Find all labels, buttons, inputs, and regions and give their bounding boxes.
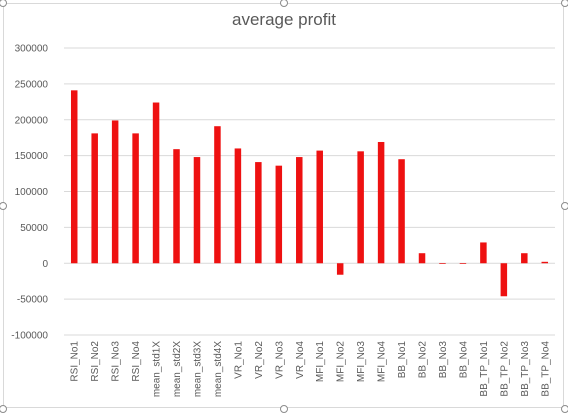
bar-mean_std3X[interactable]	[193, 157, 201, 264]
x-tick-label: RSI_No1	[70, 341, 81, 382]
x-tick-label: MFI_No2	[336, 341, 347, 383]
bar-BB_No2[interactable]	[418, 253, 426, 264]
chart-title: average profit	[232, 10, 336, 29]
resize-handle-middle-left[interactable]	[0, 202, 7, 210]
bar-RSI_No3[interactable]	[111, 120, 119, 264]
bar-BB_No1[interactable]	[398, 159, 405, 264]
bar-RSI_No1[interactable]	[70, 90, 78, 264]
bar-mean_std2X[interactable]	[173, 149, 180, 264]
bar-mean_std4X[interactable]	[214, 126, 221, 264]
x-tick-label: mean_std2X	[172, 341, 183, 397]
resize-handle-top-center[interactable]	[280, 0, 288, 7]
bar-RSI_No2[interactable]	[91, 133, 98, 264]
bar-RSI_No4[interactable]	[132, 133, 139, 264]
x-tick-label: mean_std4X	[213, 341, 224, 397]
x-tick-label: BB_TP_No2	[499, 341, 510, 397]
bar-BB_No4[interactable]	[459, 263, 467, 264]
bar-VR_No2[interactable]	[255, 162, 262, 264]
y-tick-label: -50000	[17, 295, 49, 306]
x-tick-label: MFI_No3	[356, 341, 367, 383]
x-tick-label: BB_TP_No4	[540, 341, 551, 397]
bar-VR_No3[interactable]	[275, 165, 283, 264]
bar-VR_No4[interactable]	[296, 157, 303, 264]
bar-BB_TP_No1[interactable]	[480, 242, 487, 264]
resize-handle-top-left[interactable]	[0, 0, 7, 7]
resize-handle-middle-right[interactable]	[561, 202, 568, 210]
x-tick-label: VR_No1	[233, 341, 244, 379]
y-tick-label: 300000	[15, 44, 49, 55]
y-tick-label: 0	[42, 259, 48, 270]
bar-BB_No3[interactable]	[439, 263, 446, 264]
bar-MFI_No4[interactable]	[377, 141, 385, 264]
y-tick-label: 150000	[15, 151, 49, 162]
x-tick-label: mean_std3X	[192, 341, 203, 397]
y-tick-label: 50000	[20, 223, 48, 234]
x-tick-label: BB_TP_No1	[479, 341, 490, 397]
y-tick-label: 250000	[15, 79, 49, 90]
y-tick-label: 200000	[15, 115, 49, 126]
bar-BB_TP_No3[interactable]	[521, 253, 528, 264]
x-tick-label: RSI_No2	[90, 341, 101, 382]
y-tick-label: -100000	[11, 331, 48, 342]
x-tick-label: MFI_No4	[377, 341, 388, 383]
x-tick-label: BB_No1	[397, 341, 408, 379]
x-tick-label: mean_std1X	[152, 341, 163, 397]
x-tick-label: BB_TP_No3	[520, 341, 531, 397]
bar-VR_No1[interactable]	[234, 148, 242, 264]
x-tick-label: MFI_No1	[315, 341, 326, 383]
x-tick-label: BB_No2	[418, 341, 429, 379]
bar-BB_TP_No4[interactable]	[541, 261, 549, 264]
y-tick-label: 100000	[15, 187, 49, 198]
bar-MFI_No3[interactable]	[357, 151, 364, 264]
bar-MFI_No2[interactable]	[336, 263, 344, 275]
x-tick-label: RSI_No4	[131, 341, 142, 382]
bar-MFI_No1[interactable]	[316, 150, 323, 264]
x-tick-label: VR_No4	[295, 341, 306, 379]
resize-handle-top-right[interactable]	[561, 0, 568, 7]
x-tick-label: VR_No3	[274, 341, 285, 379]
x-tick-label: VR_No2	[254, 341, 265, 379]
x-tick-label: BB_No3	[438, 341, 449, 379]
x-tick-label: BB_No4	[458, 341, 469, 379]
bar-mean_std1X[interactable]	[152, 102, 160, 264]
x-tick-label: RSI_No3	[111, 341, 122, 382]
bar-BB_TP_No2[interactable]	[500, 263, 508, 297]
